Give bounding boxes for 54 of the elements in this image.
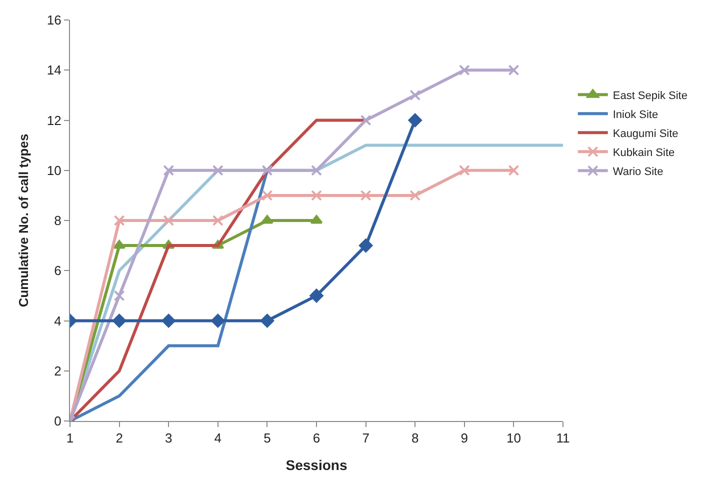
- point: [212, 164, 224, 176]
- y-tick-label: 2: [54, 363, 62, 378]
- point: [311, 190, 322, 201]
- legend-label: Kubkain Site: [612, 146, 675, 159]
- point: [311, 164, 322, 176]
- point: [508, 64, 520, 76]
- point: [260, 314, 274, 328]
- point: [261, 215, 274, 224]
- point: [211, 314, 225, 328]
- legend-label: Kaugumi Site: [612, 128, 678, 140]
- legend-label: Wario Site: [612, 166, 664, 178]
- y-tick-label: 8: [54, 213, 62, 228]
- x-tick-label: 9: [460, 430, 468, 446]
- point: [113, 240, 126, 249]
- x-tick-label: 11: [556, 430, 570, 446]
- x-tick-label: 3: [164, 430, 172, 446]
- point: [410, 90, 421, 101]
- y-tick-label: 12: [46, 112, 62, 128]
- x-tick-label: 6: [312, 430, 320, 446]
- point: [458, 164, 470, 176]
- point: [360, 114, 372, 126]
- point: [508, 164, 520, 176]
- point: [310, 288, 324, 303]
- point: [112, 314, 126, 328]
- x-tick-label: 10: [506, 430, 521, 446]
- point: [212, 215, 224, 226]
- x-tick-label: 4: [214, 430, 222, 446]
- y-tick-label: 10: [46, 162, 62, 178]
- point: [114, 290, 125, 302]
- point: [410, 190, 421, 201]
- point: [262, 190, 273, 201]
- point: [163, 164, 174, 176]
- point: [458, 64, 470, 76]
- x-tick-label: 1: [66, 430, 74, 446]
- y-axis-title: Cumulative No. of call types: [16, 134, 31, 308]
- point: [262, 164, 273, 176]
- point: [162, 314, 176, 328]
- x-tick-label: 8: [411, 430, 419, 446]
- y-tick-label: 14: [46, 62, 62, 78]
- y-tick-label: 4: [54, 313, 62, 328]
- legend-label: Iniok Site: [612, 108, 658, 121]
- x-tick-label: 7: [362, 430, 370, 446]
- y-tick-label: 6: [54, 263, 62, 278]
- x-tick-label: 2: [116, 430, 123, 446]
- x-tick-label: 5: [264, 430, 271, 446]
- point: [358, 238, 373, 252]
- y-tick-label: 0: [54, 414, 62, 429]
- legend-label: East Sepik Site: [612, 90, 688, 102]
- x-axis-title: Sessions: [286, 456, 348, 473]
- point: [408, 113, 422, 128]
- point: [163, 215, 174, 226]
- y-tick-label: 16: [46, 12, 62, 28]
- point: [360, 190, 372, 201]
- point: [114, 215, 125, 226]
